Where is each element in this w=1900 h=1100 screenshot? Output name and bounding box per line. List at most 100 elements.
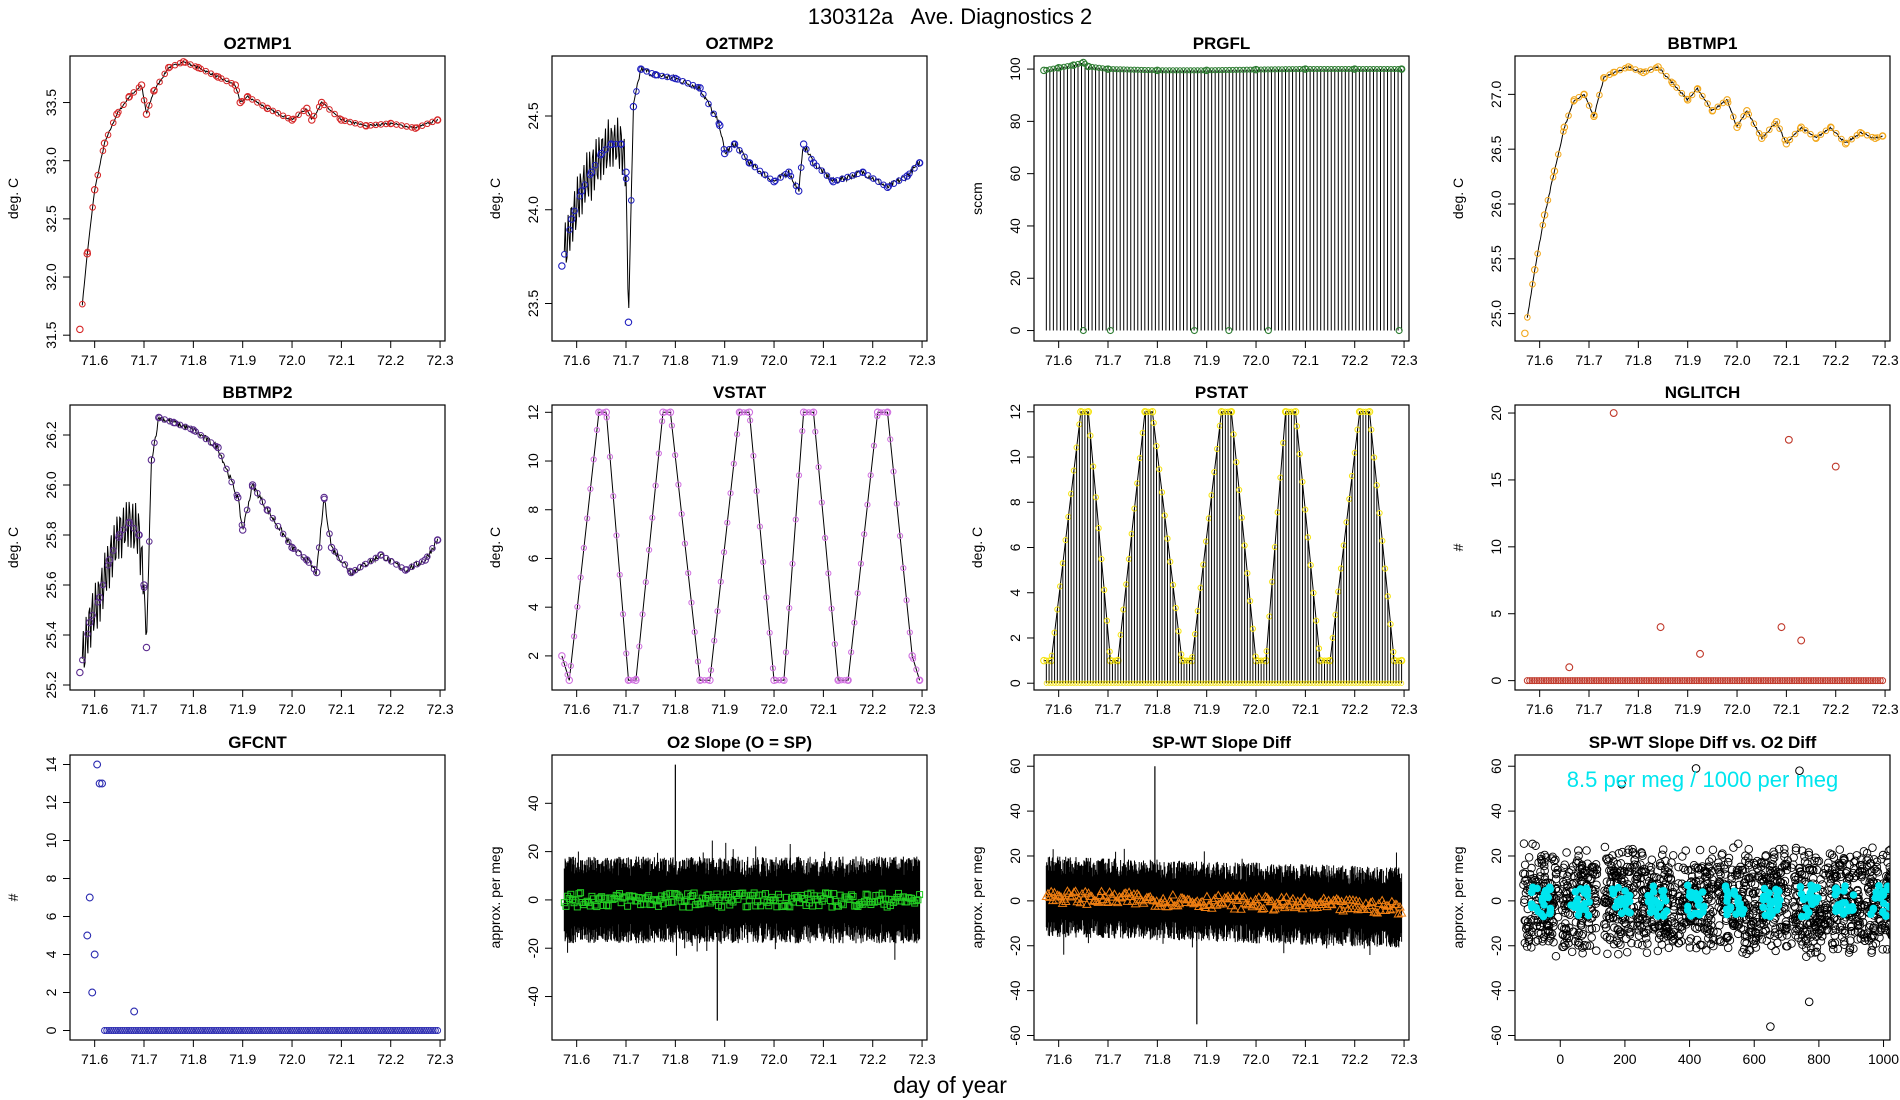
- scatter-point: [1551, 951, 1561, 961]
- marker-bbtmp2: [202, 435, 210, 443]
- marker-bbtmp1: [1678, 89, 1686, 97]
- marker-pstat-zero: [1046, 680, 1052, 686]
- marker-o2slope: [688, 891, 696, 899]
- marker-pstat: [1153, 442, 1160, 450]
- scatter-point: [1674, 931, 1683, 941]
- data-point-prgfl: [1084, 62, 1093, 71]
- scatter-point: [1884, 846, 1890, 856]
- marker-spwtdiff: [1065, 891, 1076, 901]
- plot-area-gfcnt: [83, 760, 442, 1034]
- y-tick-label: 0: [1488, 897, 1504, 905]
- panel-frame-vstat: [551, 404, 928, 691]
- marker-bbtmp1: [1827, 124, 1835, 131]
- marker-spwtdiff: [1365, 897, 1376, 907]
- marker-pstat-zero: [1244, 680, 1250, 686]
- marker-pstat-zero: [1192, 680, 1198, 686]
- zero-point-nglitch: [1786, 677, 1794, 685]
- marker-vstat: [704, 677, 711, 684]
- highlight-point: [1574, 911, 1583, 919]
- x-tick-label: 71.9: [1674, 701, 1701, 717]
- marker-pstat: [1175, 628, 1182, 635]
- marker-pstat-zero: [1379, 680, 1385, 686]
- scatter-point: [1574, 846, 1583, 855]
- y-tick-label: -40: [525, 986, 541, 1006]
- marker-prgfl: [1088, 63, 1096, 71]
- marker-pstat-zero: [1363, 680, 1369, 686]
- marker-bbtmp1: [1735, 121, 1742, 129]
- x-tick-label: 71.7: [1094, 352, 1121, 368]
- marker-pstat-zero: [1360, 680, 1366, 686]
- scatter-point: [1599, 897, 1609, 907]
- zero-point-nglitch: [1831, 677, 1839, 685]
- scatter-point: [1888, 931, 1890, 938]
- scatter-point: [1717, 850, 1726, 860]
- highlight-point: [1659, 887, 1668, 895]
- x-tick-label: 72.1: [810, 701, 837, 717]
- marker-o2tmp2: [586, 171, 594, 179]
- zero-point-gfcnt: [201, 1027, 209, 1034]
- data-point-vstat: [915, 676, 924, 685]
- data-point-o2tmp1: [90, 186, 99, 194]
- marker-bbtmp1: [1699, 92, 1706, 100]
- marker-vstat: [688, 599, 695, 606]
- scatter-point: [1759, 920, 1769, 929]
- marker-vstat: [789, 560, 796, 567]
- zero-point-gfcnt: [107, 1027, 115, 1034]
- panel-frame-o2tmp2: [551, 55, 928, 342]
- scatter-point: [1888, 946, 1890, 954]
- scatter-point: [1821, 921, 1830, 930]
- data-point-o2tmp1: [100, 139, 109, 147]
- marker-o2tmp1: [104, 131, 112, 139]
- zero-point-nglitch: [1826, 677, 1834, 685]
- highlight-point: [1766, 901, 1775, 910]
- marker-o2tmp2: [622, 175, 630, 183]
- marker-bbtmp1: [1714, 103, 1722, 111]
- marker-o2slope: [784, 902, 792, 910]
- scatter-point: [1782, 865, 1792, 875]
- marker-bbtmp2: [418, 558, 426, 565]
- scatter-point: [1758, 874, 1767, 884]
- scatter-point: [1735, 880, 1744, 890]
- scatter-point: [1863, 933, 1872, 942]
- marker-prgfl-zero: [1190, 326, 1198, 335]
- marker-vstat: [672, 452, 679, 459]
- series-line-bbtmp2: [81, 415, 439, 668]
- scatter-point: [1648, 920, 1657, 929]
- marker-o2slope: [839, 901, 847, 909]
- scatter-point: [1775, 877, 1785, 886]
- x-tick-label: 72.2: [1341, 352, 1368, 368]
- scatter-point: [1839, 937, 1849, 946]
- zero-point-nglitch: [1671, 677, 1679, 685]
- marker-bbtmp1: [1570, 98, 1577, 105]
- zero-point-gfcnt: [210, 1027, 218, 1034]
- marker-o2tmp2: [813, 162, 820, 170]
- scatter-point: [1739, 944, 1749, 954]
- marker-bbtmp2: [269, 515, 277, 522]
- scatter-point: [1892, 854, 1900, 862]
- marker-bbtmp2: [130, 525, 138, 532]
- scatter-point: [1891, 867, 1899, 875]
- highlight-point: [1621, 887, 1629, 895]
- marker-o2tmp1: [321, 101, 328, 109]
- marker-pstat-zero: [1082, 680, 1088, 686]
- marker-bbtmp1: [1724, 99, 1732, 106]
- panel-frame-o2tmp1: [69, 55, 446, 342]
- marker-o2tmp1: [89, 204, 96, 211]
- zero-point-gfcnt: [266, 1027, 274, 1034]
- marker-prgfl: [1212, 67, 1219, 74]
- scatter-point: [1565, 910, 1575, 920]
- marker-spwtdiff: [1253, 892, 1264, 901]
- y-tick-label: 10: [1007, 449, 1023, 465]
- scatter-point: [1767, 941, 1776, 950]
- scatter-point: [1616, 940, 1625, 950]
- marker-bbtmp1: [1652, 64, 1660, 72]
- scatter-point: [1558, 896, 1568, 905]
- scatter-point: [1681, 846, 1690, 855]
- marker-vstat: [636, 643, 643, 650]
- scatter-point: [1540, 872, 1549, 882]
- marker-prgfl: [1166, 67, 1173, 74]
- marker-o2tmp1: [99, 147, 107, 155]
- marker-prgfl: [1233, 66, 1240, 74]
- x-tick-label: 71.7: [612, 701, 639, 717]
- scatter-point: [1863, 884, 1873, 894]
